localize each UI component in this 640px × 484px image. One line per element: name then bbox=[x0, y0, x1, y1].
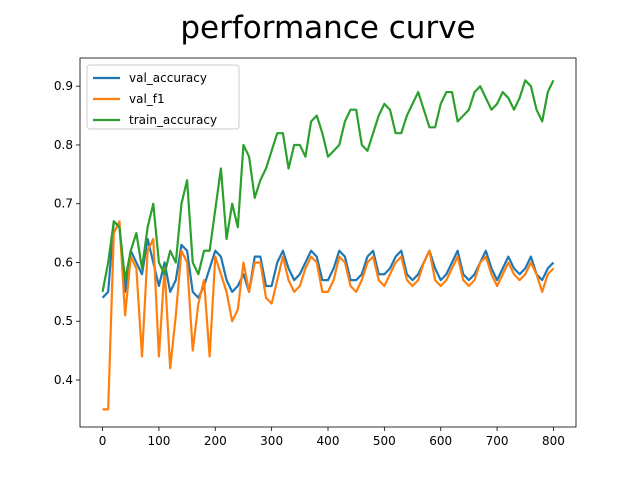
x-tick-label: 400 bbox=[317, 434, 340, 448]
x-tick-label: 100 bbox=[147, 434, 170, 448]
plot-frame bbox=[79, 57, 577, 428]
series-line bbox=[102, 220, 555, 411]
y-tick-label: 0.8 bbox=[54, 138, 73, 152]
legend-label: val_f1 bbox=[129, 92, 165, 106]
x-tick-label: 200 bbox=[204, 434, 227, 448]
legend-label: train_accuracy bbox=[129, 113, 217, 127]
x-tick-label: 600 bbox=[429, 434, 452, 448]
y-tick-label: 0.5 bbox=[54, 314, 73, 328]
x-tick-label: 0 bbox=[99, 434, 107, 448]
y-tick-label: 0.4 bbox=[54, 373, 73, 387]
legend-label: val_accuracy bbox=[129, 71, 207, 85]
y-tick-label: 0.6 bbox=[54, 255, 73, 269]
x-tick-label: 300 bbox=[260, 434, 283, 448]
y-tick-label: 0.7 bbox=[54, 197, 73, 211]
chart-title: performance curve bbox=[180, 10, 475, 46]
legend-box bbox=[86, 64, 240, 130]
x-tick-label: 500 bbox=[373, 434, 396, 448]
y-tick-label: 0.9 bbox=[54, 79, 73, 93]
x-tick-label: 800 bbox=[542, 434, 565, 448]
series-line bbox=[101, 79, 555, 293]
x-tick-label: 700 bbox=[486, 434, 509, 448]
